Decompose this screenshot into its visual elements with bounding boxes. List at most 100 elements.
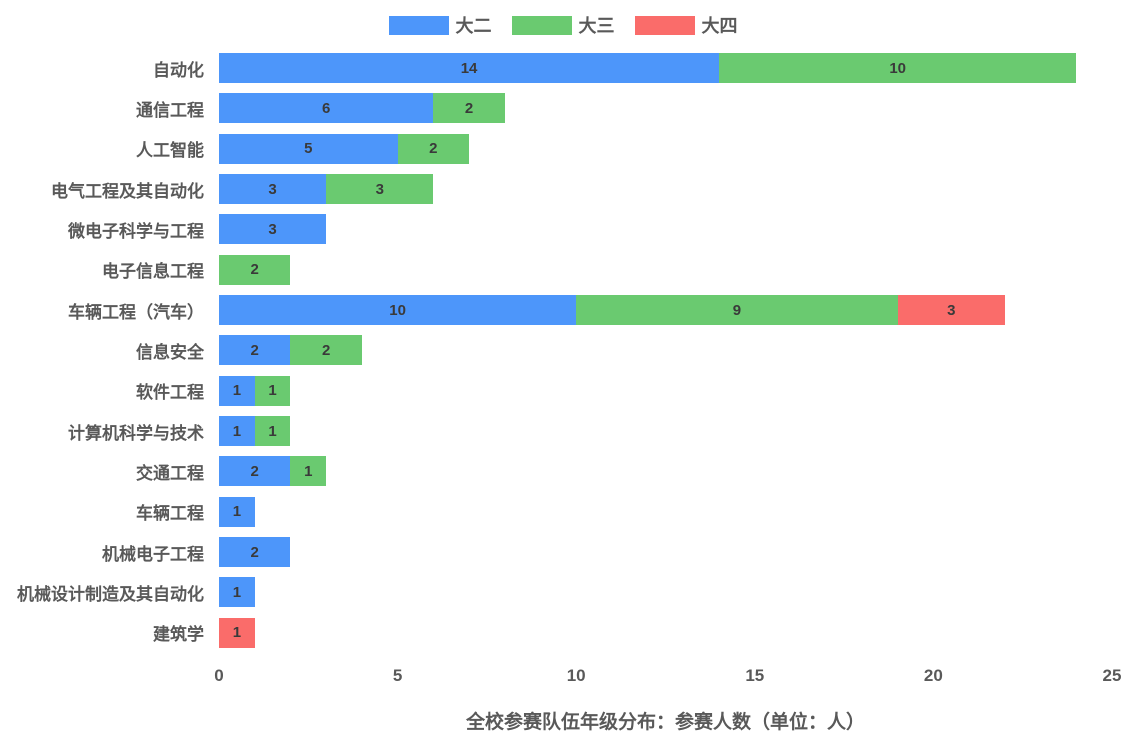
bar-segment: 2 <box>397 133 470 164</box>
category-label: 软件工程 <box>136 383 204 403</box>
category-label: 微电子科学与工程 <box>68 221 204 241</box>
bar-stack: 2 <box>219 254 291 285</box>
bar-segment: 10 <box>719 53 1077 84</box>
bar-value-label: 1 <box>268 422 277 440</box>
bar-segment: 2 <box>433 93 505 124</box>
category-label: 信息安全 <box>136 342 204 362</box>
bar-value-label: 2 <box>250 261 259 279</box>
legend-label: 大三 <box>578 16 615 36</box>
bar-segment: 5 <box>219 133 398 164</box>
category-label: 机械电子工程 <box>102 544 204 564</box>
category-label: 通信工程 <box>136 100 204 120</box>
x-tick-label: 0 <box>214 666 224 685</box>
bar-stack: 1 <box>219 577 255 608</box>
bar-value-label: 1 <box>232 624 242 642</box>
category-label: 车辆工程 <box>136 504 204 524</box>
legend: 大二 大三 大四 <box>0 12 1126 38</box>
bar-value-label: 1 <box>268 382 277 400</box>
bar-segment: 1 <box>219 496 255 527</box>
bar-segment: 2 <box>290 335 362 366</box>
bar-stack: 3 <box>219 214 327 245</box>
legend-item: 大二 <box>388 12 492 38</box>
chart-row: 自动化 14 10 <box>0 48 1126 88</box>
bar-segment: 1 <box>219 416 255 447</box>
chart-row: 信息安全 2 2 <box>0 330 1126 370</box>
bar-value-label: 2 <box>250 543 259 561</box>
bar-value-label: 10 <box>389 301 406 319</box>
x-axis: 0 5 10 15 20 25 <box>214 666 1121 688</box>
category-label: 电气工程及其自动化 <box>51 181 204 201</box>
bar-segment: 2 <box>219 456 291 487</box>
bar-segment: 3 <box>326 174 434 205</box>
legend-item: 大四 <box>634 12 738 38</box>
bar-value-label: 1 <box>304 462 313 480</box>
bar-value-label: 3 <box>268 220 277 238</box>
bar-value-label: 2 <box>250 462 259 480</box>
bar-segment: 1 <box>219 577 255 608</box>
chart-row: 通信工程 6 2 <box>0 88 1126 128</box>
chart-row: 电子信息工程 2 <box>0 250 1126 290</box>
chart-row: 车辆工程（汽车） 10 9 3 <box>0 290 1126 330</box>
chart-rows: 自动化 14 10 通信工程 6 2 人工智能 5 2 电气工程及其自动化 3 3 微电子科学与工程 3 电… <box>0 48 1126 653</box>
category-label: 机械设计制造及其自动化 <box>17 584 204 604</box>
bar-segment: 1 <box>219 375 255 406</box>
x-tick-label: 15 <box>745 666 765 685</box>
legend-swatch-icon <box>388 15 449 35</box>
x-tick-label: 5 <box>392 666 403 685</box>
bar-value-label: 2 <box>464 99 474 117</box>
category-label: 人工智能 <box>136 141 204 161</box>
bar-stack: 2 <box>219 537 291 568</box>
bar-segment: 1 <box>290 456 327 487</box>
chart-row: 人工智能 5 2 <box>0 129 1126 169</box>
bar-segment: 3 <box>219 174 327 205</box>
bar-segment: 14 <box>219 53 720 84</box>
bar-segment: 2 <box>219 335 291 366</box>
bar-segment: 1 <box>254 375 291 406</box>
category-label: 计算机科学与技术 <box>68 423 204 443</box>
category-label: 车辆工程（汽车） <box>68 302 204 322</box>
category-label: 自动化 <box>153 60 204 80</box>
bar-stack: 1 <box>219 496 255 527</box>
legend-swatch-icon <box>634 15 695 35</box>
category-label: 电子信息工程 <box>102 262 204 282</box>
chart-row: 软件工程 1 1 <box>0 371 1126 411</box>
bar-value-label: 3 <box>375 180 384 198</box>
bar-value-label: 3 <box>947 301 956 319</box>
legend-label: 大四 <box>701 16 738 36</box>
chart-row: 计算机科学与技术 1 1 <box>0 411 1126 451</box>
bar-value-label: 6 <box>321 99 331 117</box>
bar-value-label: 10 <box>889 59 907 77</box>
bar-segment: 1 <box>219 617 255 648</box>
bar-segment: 1 <box>254 416 291 447</box>
category-label: 建筑学 <box>153 625 204 645</box>
bar-stack: 14 10 <box>219 53 1077 84</box>
bar-segment: 10 <box>219 295 577 326</box>
bar-segment: 6 <box>219 93 434 124</box>
chart-row: 车辆工程 1 <box>0 492 1126 532</box>
chart-row: 建筑学 1 <box>0 613 1126 653</box>
chart-row: 交通工程 2 1 <box>0 451 1126 491</box>
legend-swatch-icon <box>511 15 572 35</box>
bar-value-label: 1 <box>232 503 242 521</box>
x-tick-label: 10 <box>566 666 586 685</box>
bar-segment: 3 <box>897 295 1005 326</box>
bar-value-label: 9 <box>732 301 742 319</box>
chart-row: 微电子科学与工程 3 <box>0 209 1126 249</box>
bar-stack: 10 9 3 <box>219 295 1005 326</box>
bar-value-label: 2 <box>250 341 259 359</box>
bar-value-label: 5 <box>304 140 313 158</box>
bar-segment: 9 <box>576 295 898 326</box>
legend-label: 大二 <box>455 16 492 36</box>
category-label: 交通工程 <box>136 463 204 483</box>
bar-value-label: 1 <box>232 382 242 400</box>
chart-title: 全校参赛队伍年级分布：参赛人数（单位：人） <box>465 712 865 733</box>
bar-value-label: 2 <box>429 140 438 158</box>
bar-value-label: 2 <box>321 341 331 359</box>
